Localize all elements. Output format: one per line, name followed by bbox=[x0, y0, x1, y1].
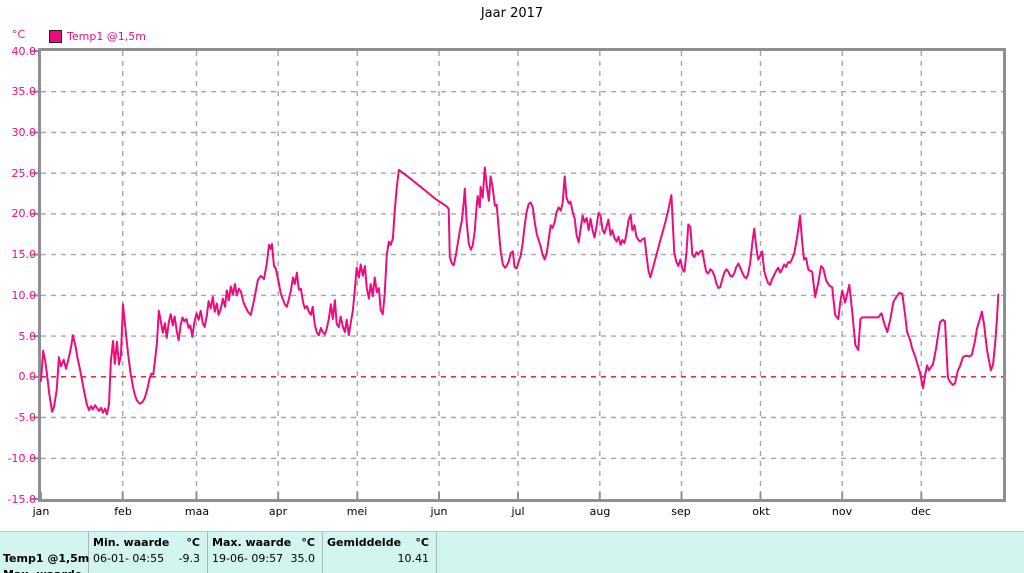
table-divider bbox=[88, 532, 89, 573]
table-min-column: Min. waarde °C 06-01- 04:55 -9.3 bbox=[89, 532, 207, 573]
x-axis-month-label: jan bbox=[32, 505, 50, 518]
min-header: Min. waarde bbox=[93, 536, 170, 549]
y-axis-tick-label: -10.0 bbox=[7, 452, 36, 465]
y-axis-tick-label: 30.0 bbox=[11, 126, 37, 139]
series-row-label: Temp1 @1,5m bbox=[3, 552, 90, 565]
min-datetime: 06-01- 04:55 bbox=[93, 552, 165, 565]
max-datetime: 19-06- 09:57 bbox=[212, 552, 284, 565]
mean-value: 10.41 bbox=[397, 552, 430, 565]
max-header: Max. waarde bbox=[212, 536, 292, 549]
min-value: -9.3 bbox=[178, 552, 200, 565]
table-max-column: Max. waarde °C 19-06- 09:57 35.0 bbox=[208, 532, 322, 573]
min-unit: °C bbox=[186, 536, 200, 549]
max-unit: °C bbox=[301, 536, 315, 549]
x-axis-month-label: mei bbox=[346, 505, 368, 518]
x-axis-month-label: jul bbox=[511, 505, 525, 518]
y-axis-tick-label: 25.0 bbox=[11, 167, 37, 180]
y-axis-tick-label: 10.0 bbox=[11, 289, 37, 302]
legend-label: Temp1 @1,5m bbox=[67, 30, 147, 43]
x-axis-month-label: apr bbox=[268, 505, 288, 518]
y-axis-tick-label: -5.0 bbox=[14, 411, 36, 424]
y-axis-tick-label: 0.0 bbox=[18, 370, 37, 383]
y-axis-tick-label: -15.0 bbox=[7, 493, 36, 506]
x-axis-month-label: sep bbox=[671, 505, 691, 518]
table-divider bbox=[207, 532, 208, 573]
clipped-next-row-label: Max. waarde bbox=[3, 568, 82, 573]
table-divider bbox=[322, 532, 323, 573]
legend-color-swatch-icon bbox=[49, 30, 62, 43]
page-title: Jaar 2017 bbox=[480, 6, 544, 21]
y-axis-tick-label: 20.0 bbox=[11, 207, 37, 220]
y-axis-tick-label: 15.0 bbox=[11, 248, 37, 261]
mean-header: Gemiddelde bbox=[327, 536, 402, 549]
x-axis-month-label: okt bbox=[752, 505, 770, 518]
y-axis-tick-label: 35.0 bbox=[11, 85, 37, 98]
x-axis-month-label: nov bbox=[831, 505, 853, 518]
x-axis-month-label: maa bbox=[184, 505, 210, 518]
statistics-table: Temp1 @1,5m Max. waarde Min. waarde °C 0… bbox=[0, 531, 1024, 573]
x-axis-month-label: jun bbox=[430, 505, 448, 518]
max-value: 35.0 bbox=[290, 552, 316, 565]
legend-item-temp1[interactable]: Temp1 @1,5m bbox=[49, 30, 146, 43]
x-axis-month-label: dec bbox=[911, 505, 931, 518]
table-divider bbox=[436, 532, 437, 573]
table-mean-column: Gemiddelde °C 10.41 bbox=[323, 532, 436, 573]
y-axis-unit-label: °C bbox=[12, 28, 26, 41]
plot-frame bbox=[38, 48, 1006, 502]
y-axis-tick-label: 40.0 bbox=[11, 45, 37, 58]
temperature-line-chart bbox=[31, 50, 1003, 500]
table-series-label-column: Temp1 @1,5m Max. waarde bbox=[0, 532, 90, 573]
mean-unit: °C bbox=[415, 536, 429, 549]
y-axis-tick-label: 5.0 bbox=[18, 330, 37, 343]
x-axis-month-label: feb bbox=[114, 505, 132, 518]
x-axis-month-label: aug bbox=[589, 505, 611, 518]
